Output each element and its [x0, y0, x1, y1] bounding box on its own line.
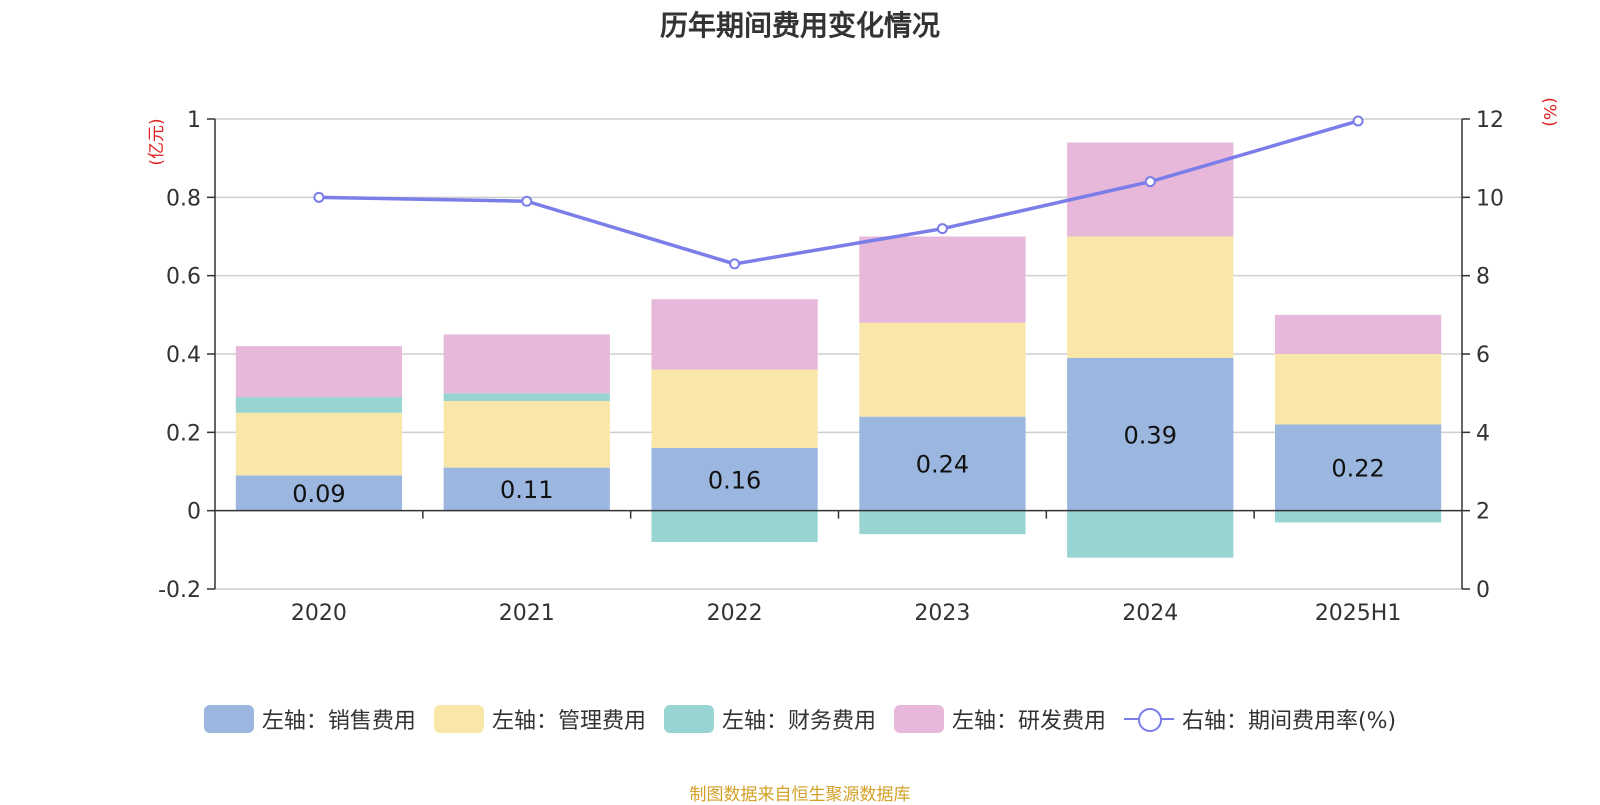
data-label: 0.39 [1124, 421, 1177, 449]
x-axis-tick-label: 2023 [914, 601, 970, 626]
right-axis-unit: (%) [1539, 97, 1559, 126]
right-axis-tick-label: 4 [1476, 421, 1490, 446]
left-axis-unit: (亿元) [147, 118, 167, 165]
x-axis-tick-label: 2020 [291, 601, 347, 626]
expense-rate-line [318, 119, 1359, 266]
x-axis-tick-label: 2021 [499, 601, 555, 626]
legend-item-admin[interactable]: 左轴：管理费用 [433, 703, 646, 735]
expense-rate-point [1352, 115, 1364, 127]
expense-rate-point [313, 191, 325, 203]
legend: 左轴：销售费用 左轴：管理费用 左轴：财务费用 左轴：研发费用 右轴：期间费用率… [0, 703, 1600, 735]
bar-segment-3-2021 [443, 393, 610, 401]
expense-rate-point [1144, 176, 1156, 188]
x-axis-tick-label: 2022 [707, 601, 763, 626]
bar-segment-2-2021 [443, 401, 610, 468]
bar-segment-1-2021 [443, 467, 610, 511]
bar-segment-2-2024 [1067, 236, 1234, 358]
bar-segment-1-2024 [1067, 357, 1234, 511]
legend-label-expense-rate: 右轴：期间费用率(%) [1181, 709, 1397, 734]
right-axis-tick-label: 2 [1476, 500, 1490, 525]
bar-segment-2-2025H1 [1274, 354, 1442, 425]
chart-title: 历年期间费用变化情况 [659, 9, 940, 42]
data-label: 0.24 [916, 451, 969, 479]
bar-segment-4-2025H1 [1274, 314, 1442, 354]
bar-segment-1-2022 [651, 448, 818, 511]
data-label: 0.09 [292, 480, 345, 508]
left-axis-tick-label: 0.8 [166, 186, 201, 211]
bar-segment-3-2024 [1067, 510, 1234, 558]
bar-segment-4-2022 [651, 299, 818, 370]
legend-label-rd: 左轴：研发费用 [951, 709, 1106, 734]
left-axis-tick-label: 0.6 [166, 265, 201, 290]
left-axis-tick-label: 0 [187, 500, 201, 525]
bar-segment-4-2024 [1067, 142, 1234, 237]
expense-rate-point [729, 258, 741, 270]
legend-swatch-finance [663, 705, 714, 733]
bar-segment-3-2022 [651, 510, 818, 542]
left-axis-tick-label: 0.2 [166, 421, 201, 446]
expense-rate-point [521, 195, 533, 207]
left-axis-tick-label: 1 [187, 108, 201, 133]
legend-swatch-sales [203, 705, 254, 733]
bar-segment-4-2021 [443, 334, 610, 394]
right-axis-tick-label: 6 [1476, 343, 1490, 368]
legend-item-sales[interactable]: 左轴：销售费用 [203, 703, 416, 735]
legend-item-finance[interactable]: 左轴：财务费用 [663, 703, 876, 735]
right-axis-tick-label: 0 [1476, 578, 1490, 603]
expense-rate-point [936, 223, 948, 235]
legend-label-finance: 左轴：财务费用 [721, 709, 876, 734]
bar-segment-2-2023 [859, 322, 1026, 417]
legend-swatch-expense-rate [1123, 705, 1174, 733]
right-axis-tick-label: 12 [1476, 108, 1504, 133]
bar-segment-1-2025H1 [1274, 424, 1442, 511]
data-label: 0.16 [708, 466, 761, 494]
x-axis-tick-label: 2024 [1122, 601, 1178, 626]
legend-swatch-admin [433, 705, 484, 733]
legend-label-sales: 左轴：销售费用 [261, 709, 416, 734]
bar-segment-4-2023 [859, 236, 1026, 323]
right-axis-tick-label: 10 [1476, 186, 1504, 211]
bar-segment-1-2020 [235, 475, 403, 511]
bar-segment-3-2025H1 [1274, 510, 1442, 523]
bar-segment-2-2022 [651, 369, 818, 448]
bar-segment-4-2020 [235, 346, 403, 398]
legend-item-rd[interactable]: 左轴：研发费用 [893, 703, 1106, 735]
data-label: 0.22 [1331, 455, 1384, 483]
x-axis-tick-label: 2025H1 [1315, 601, 1402, 626]
legend-label-admin: 左轴：管理费用 [491, 709, 646, 734]
left-axis-tick-label: 0.4 [166, 343, 201, 368]
legend-swatch-rd [893, 705, 944, 733]
source-note: 制图数据来自恒生聚源数据库 [689, 785, 911, 805]
bar-segment-2-2020 [235, 412, 403, 476]
bar-segment-3-2023 [859, 510, 1026, 535]
left-axis-tick-label: -0.2 [158, 578, 201, 603]
bar-segment-3-2020 [235, 397, 403, 413]
data-label: 0.11 [500, 476, 553, 504]
legend-item-expense-rate[interactable]: 右轴：期间费用率(%) [1123, 703, 1397, 735]
bar-segment-1-2023 [859, 416, 1026, 511]
right-axis-tick-label: 8 [1476, 265, 1490, 290]
